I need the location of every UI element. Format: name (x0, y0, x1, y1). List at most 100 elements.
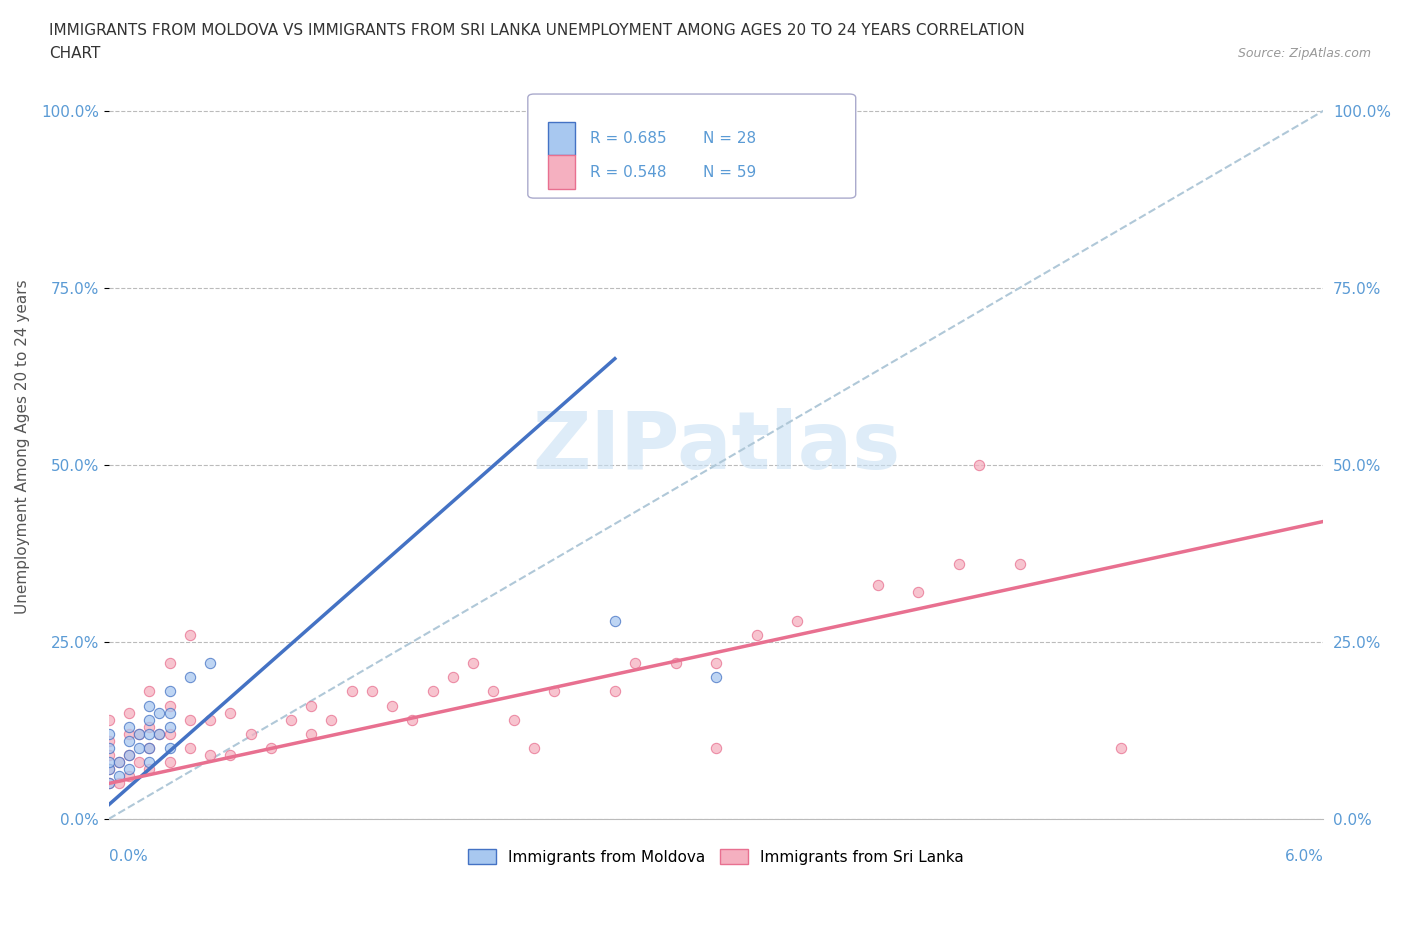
Text: Source: ZipAtlas.com: Source: ZipAtlas.com (1237, 46, 1371, 60)
Point (401, 712, 423, 727)
Point (299, 698, 322, 713)
Point (97, 734, 120, 749)
Point (603, 613, 626, 628)
Point (118, 748, 141, 763)
Point (138, 755, 160, 770)
Point (219, 705, 242, 720)
Point (198, 712, 221, 727)
Point (239, 726, 262, 741)
Point (108, 776, 131, 790)
Point (441, 670, 464, 684)
Point (108, 755, 131, 770)
Point (381, 698, 404, 713)
Point (907, 585, 929, 600)
Point (219, 748, 242, 763)
Point (159, 726, 181, 741)
Text: R = 0.685: R = 0.685 (589, 131, 666, 146)
Point (97, 762, 120, 777)
Point (118, 769, 141, 784)
Point (704, 740, 727, 755)
Text: CHART: CHART (49, 46, 101, 61)
Point (948, 556, 970, 571)
Point (97, 712, 120, 727)
Point (97, 726, 120, 741)
Point (179, 712, 201, 727)
Point (967, 458, 990, 472)
Point (159, 656, 181, 671)
Point (97, 755, 120, 770)
Point (704, 656, 727, 671)
FancyBboxPatch shape (548, 122, 575, 155)
Point (179, 670, 201, 684)
Point (198, 656, 221, 671)
Text: N = 59: N = 59 (703, 165, 756, 179)
Point (118, 705, 141, 720)
Point (148, 726, 170, 741)
Point (118, 726, 141, 741)
Point (138, 740, 160, 755)
Point (138, 698, 160, 713)
Point (118, 748, 141, 763)
Point (280, 712, 302, 727)
Point (138, 740, 160, 755)
Point (108, 769, 131, 784)
Point (97, 776, 120, 790)
Point (502, 712, 524, 727)
Point (179, 628, 201, 643)
Point (159, 720, 181, 735)
Point (664, 656, 686, 671)
Text: 0.0%: 0.0% (108, 848, 148, 864)
Point (624, 656, 647, 671)
Point (159, 684, 181, 698)
Point (118, 734, 141, 749)
Point (159, 705, 181, 720)
Point (603, 684, 626, 698)
Point (118, 762, 141, 777)
Point (138, 684, 160, 698)
Point (1109, 740, 1132, 755)
Point (786, 613, 808, 628)
Y-axis label: Unemployment Among Ages 20 to 24 years: Unemployment Among Ages 20 to 24 years (15, 280, 30, 615)
Point (866, 578, 889, 592)
Text: N = 28: N = 28 (703, 131, 756, 146)
Point (198, 748, 221, 763)
Point (482, 684, 505, 698)
Point (138, 720, 160, 735)
Text: 6.0%: 6.0% (1285, 848, 1323, 864)
Point (97, 740, 120, 755)
Point (138, 712, 160, 727)
Point (97, 762, 120, 777)
Point (148, 705, 170, 720)
Point (179, 740, 201, 755)
Point (704, 670, 727, 684)
Point (138, 762, 160, 777)
Point (159, 698, 181, 713)
Point (159, 740, 181, 755)
Point (128, 755, 150, 770)
Point (159, 755, 181, 770)
Point (340, 684, 363, 698)
Point (543, 684, 565, 698)
Point (128, 726, 150, 741)
Point (260, 740, 283, 755)
Text: ZIPatlas: ZIPatlas (531, 408, 900, 486)
FancyBboxPatch shape (527, 94, 856, 198)
Point (138, 726, 160, 741)
Point (97, 776, 120, 790)
Point (128, 726, 150, 741)
Point (321, 712, 343, 727)
FancyBboxPatch shape (548, 155, 575, 189)
Text: R = 0.548: R = 0.548 (589, 165, 666, 179)
Point (118, 720, 141, 735)
Point (1008, 556, 1031, 571)
Point (128, 740, 150, 755)
Point (422, 684, 444, 698)
Text: IMMIGRANTS FROM MOLDOVA VS IMMIGRANTS FROM SRI LANKA UNEMPLOYMENT AMONG AGES 20 : IMMIGRANTS FROM MOLDOVA VS IMMIGRANTS FR… (49, 23, 1025, 38)
Point (108, 755, 131, 770)
Point (97, 748, 120, 763)
Point (299, 726, 322, 741)
Point (148, 726, 170, 741)
Legend: Immigrants from Moldova, Immigrants from Sri Lanka: Immigrants from Moldova, Immigrants from… (463, 843, 970, 870)
Point (361, 684, 384, 698)
Point (745, 628, 768, 643)
